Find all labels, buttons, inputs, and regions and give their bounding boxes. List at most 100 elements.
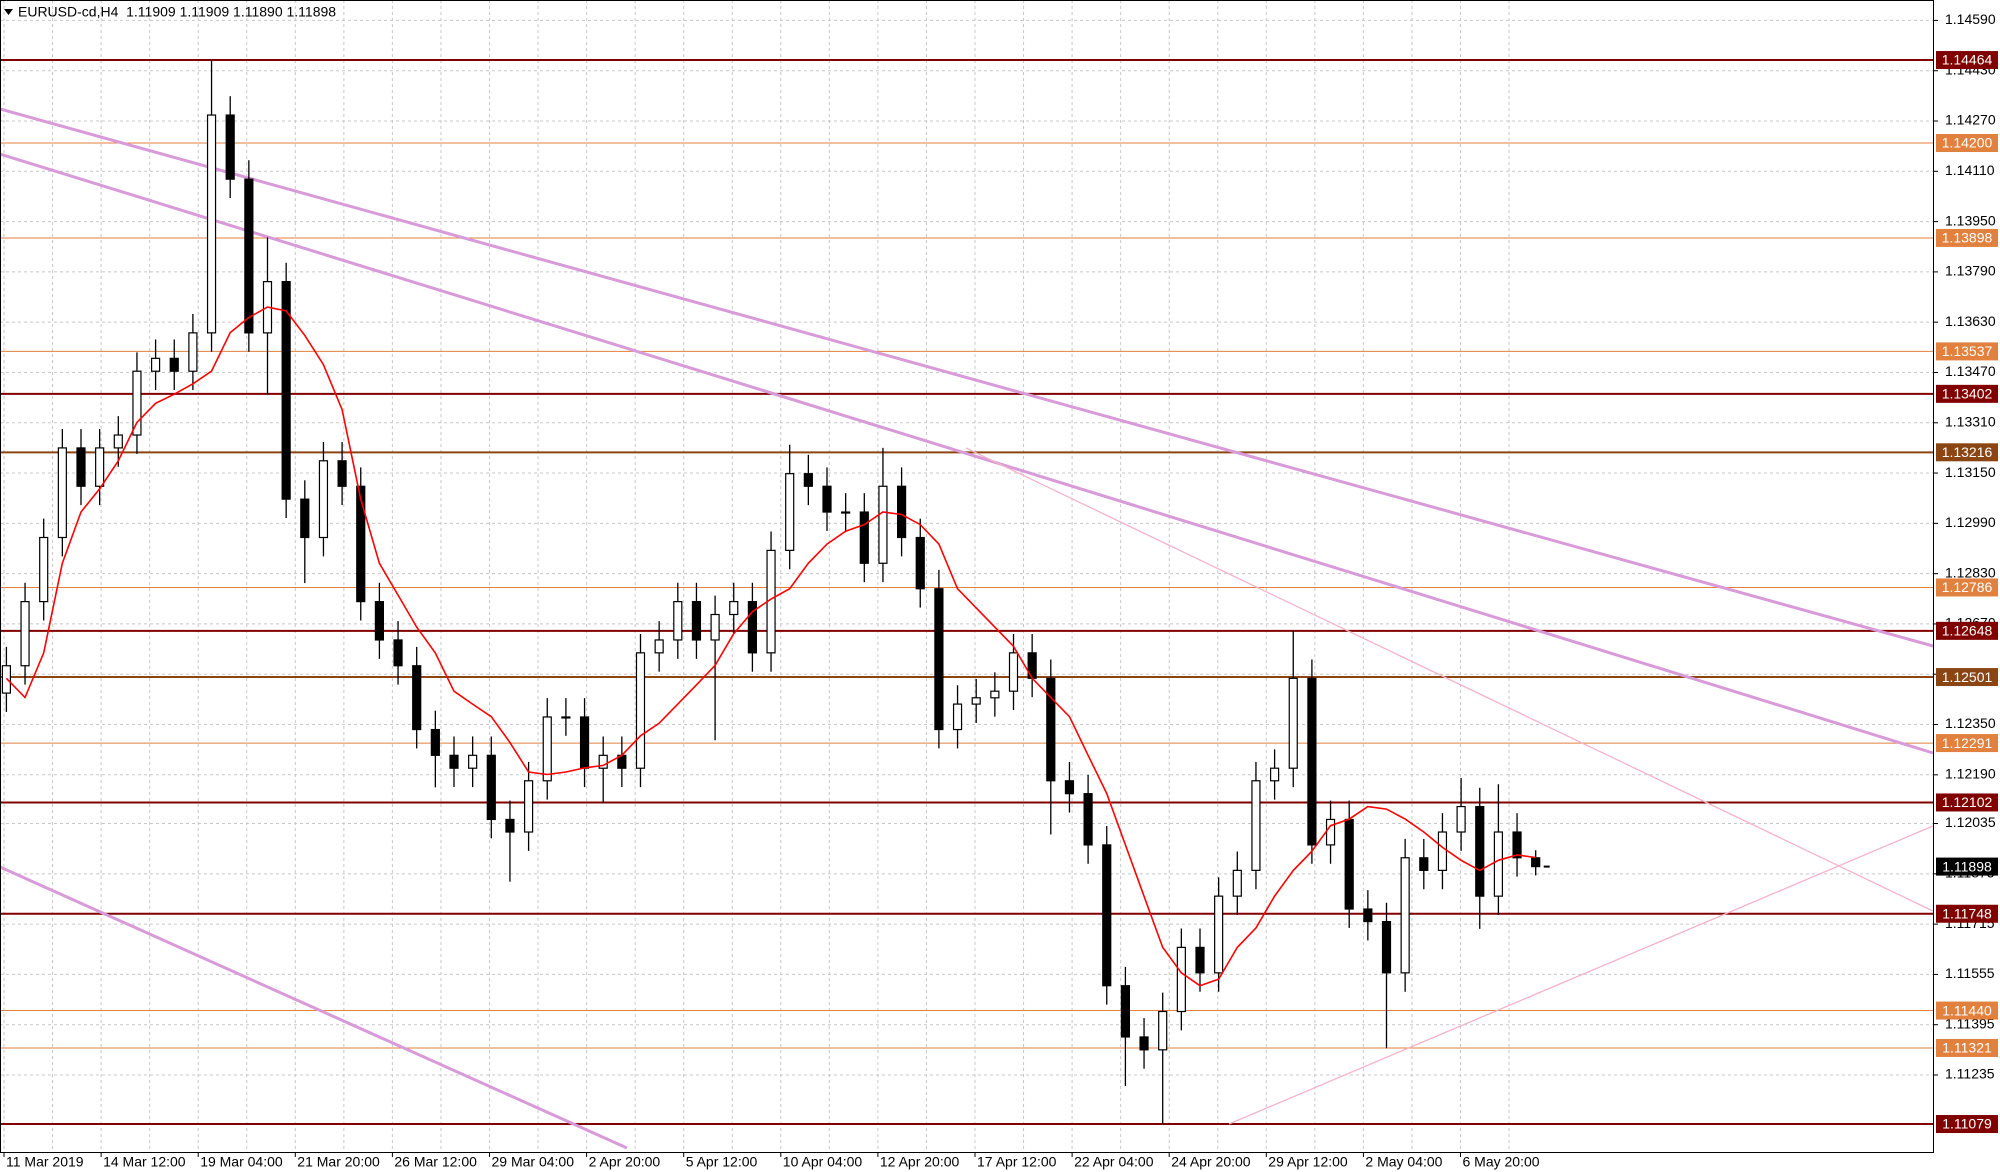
y-tick-label: 1.12035 bbox=[1945, 814, 1996, 830]
candle-body bbox=[1475, 805, 1485, 897]
price-tag-label: 1.11898 bbox=[1942, 858, 1992, 874]
candle-body bbox=[1251, 780, 1261, 871]
candle-body bbox=[1344, 818, 1354, 910]
chart-header: EURUSD-cd,H4 1.11909 1.11909 1.11890 1.1… bbox=[18, 4, 336, 20]
trendline bbox=[1228, 825, 1934, 1125]
candle-body bbox=[1158, 1010, 1168, 1051]
price-tag-label: 1.11748 bbox=[1942, 905, 1992, 921]
x-tick-label: 2 May 04:00 bbox=[1365, 1154, 1442, 1170]
y-tick-label: 1.11235 bbox=[1945, 1066, 1995, 1082]
x-tick-label: 14 Mar 12:00 bbox=[103, 1154, 186, 1170]
candle-body bbox=[337, 460, 347, 487]
candle-body bbox=[151, 357, 161, 372]
candle-body bbox=[1307, 677, 1317, 846]
x-tick-label: 26 Mar 12:00 bbox=[394, 1154, 477, 1170]
x-tick-label: 6 May 20:00 bbox=[1463, 1154, 1540, 1170]
candle-body bbox=[971, 697, 981, 705]
candle-body bbox=[1083, 793, 1093, 846]
candle-body bbox=[244, 178, 254, 334]
candle-body bbox=[1363, 908, 1373, 923]
price-tag-label: 1.11440 bbox=[1942, 1002, 1992, 1018]
candle-body bbox=[785, 473, 795, 551]
candle-body bbox=[822, 485, 832, 513]
price-tag-label: 1.12102 bbox=[1942, 794, 1993, 810]
y-tick-label: 1.14110 bbox=[1945, 162, 1995, 178]
candle-body bbox=[468, 754, 478, 769]
x-tick-label: 12 Apr 20:00 bbox=[880, 1154, 960, 1170]
candle-body bbox=[412, 665, 422, 731]
candle-body bbox=[915, 536, 925, 590]
price-tag-label: 1.14200 bbox=[1942, 135, 1993, 151]
price-tag bbox=[1936, 384, 1998, 403]
candle-body bbox=[1400, 857, 1410, 974]
candle-body bbox=[113, 434, 123, 449]
x-tick-label: 24 Apr 20:00 bbox=[1171, 1154, 1251, 1170]
price-tag bbox=[1936, 668, 1998, 687]
candle-body bbox=[673, 601, 683, 641]
candle-body bbox=[841, 511, 851, 514]
price-tag bbox=[1936, 1115, 1998, 1134]
candle-body bbox=[318, 460, 329, 539]
price-tag-label: 1.13216 bbox=[1942, 444, 1993, 460]
price-tag bbox=[1936, 134, 1998, 153]
candle-body bbox=[132, 370, 142, 436]
candle-body bbox=[990, 690, 1000, 699]
trendlines bbox=[0, 107, 1934, 1150]
x-tick-label: 21 Mar 20:00 bbox=[297, 1154, 380, 1170]
candle-body bbox=[579, 716, 590, 769]
y-tick-label: 1.12990 bbox=[1945, 514, 1996, 530]
candle-body bbox=[449, 754, 459, 769]
candle-body bbox=[1232, 869, 1242, 897]
price-tag-label: 1.12501 bbox=[1942, 669, 1993, 685]
price-tag bbox=[1936, 1001, 1998, 1020]
candle-body bbox=[561, 716, 571, 719]
candle-body bbox=[1008, 652, 1019, 692]
candle-body bbox=[1064, 780, 1075, 795]
candle-body bbox=[934, 588, 944, 731]
candle-body bbox=[859, 511, 869, 564]
candle-body bbox=[952, 703, 963, 731]
candle-body bbox=[1512, 831, 1522, 859]
price-tag bbox=[1936, 621, 1998, 640]
y-tick-label: 1.12350 bbox=[1945, 715, 1996, 731]
candle-body bbox=[896, 485, 907, 539]
candle-body bbox=[1288, 677, 1298, 769]
x-tick-label: 29 Apr 12:00 bbox=[1268, 1154, 1348, 1170]
price-tag bbox=[1936, 734, 1998, 753]
price-tag-label: 1.11321 bbox=[1942, 1040, 1992, 1056]
price-tag-label: 1.13537 bbox=[1942, 343, 1993, 359]
price-tag-label: 1.13402 bbox=[1942, 386, 1993, 402]
candle-body bbox=[39, 536, 49, 603]
candle-body bbox=[747, 601, 758, 654]
price-tag bbox=[1936, 1038, 1998, 1057]
price-tag bbox=[1936, 904, 1998, 923]
candle-body bbox=[393, 639, 403, 667]
y-tick-label: 1.13790 bbox=[1945, 263, 1996, 279]
candles bbox=[1, 60, 1541, 1125]
y-tick-label: 1.13150 bbox=[1945, 464, 1996, 480]
candle-body bbox=[1176, 946, 1186, 1013]
candle-body bbox=[1493, 831, 1504, 897]
candle-body bbox=[523, 780, 534, 833]
candle-body bbox=[169, 357, 179, 372]
plot-frame bbox=[0, 0, 1934, 1153]
candle-body bbox=[635, 652, 646, 769]
trendline bbox=[0, 865, 628, 1150]
candle-body bbox=[281, 281, 291, 500]
price-tag bbox=[1936, 443, 1998, 462]
candle-body bbox=[206, 114, 217, 334]
candle-body bbox=[505, 818, 515, 833]
candle-body bbox=[1456, 805, 1466, 833]
candle-body bbox=[188, 332, 198, 372]
candle-body bbox=[1120, 985, 1131, 1038]
candle-body bbox=[76, 447, 86, 487]
menu-triangle bbox=[4, 9, 13, 15]
candle-body bbox=[57, 447, 67, 539]
candle-body bbox=[1531, 857, 1541, 868]
price-tag bbox=[1936, 51, 1998, 70]
candle-body bbox=[1214, 895, 1224, 974]
candle-body bbox=[1195, 946, 1205, 974]
price-tag bbox=[1936, 578, 1998, 597]
y-tick-label: 1.13950 bbox=[1945, 212, 1996, 228]
